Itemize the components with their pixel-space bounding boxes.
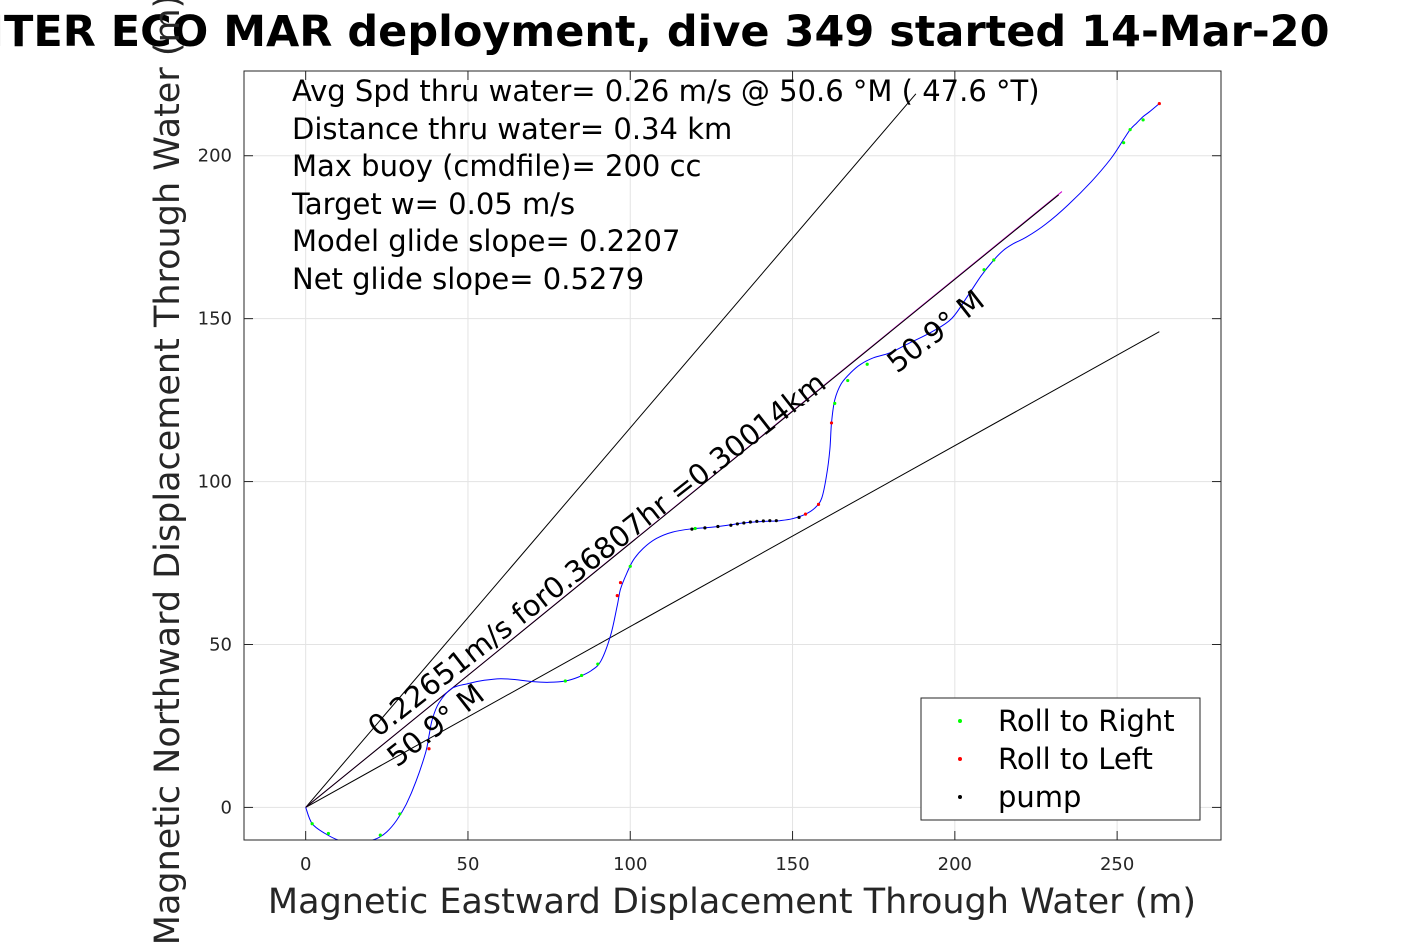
pump-marker <box>729 523 733 527</box>
roll-right-marker <box>1141 118 1145 122</box>
roll-right-marker <box>378 833 382 837</box>
pump-marker <box>774 519 778 523</box>
x-tick-label: 150 <box>775 854 809 875</box>
net-glide-slope-text: Net glide slope= 0.5279 <box>292 262 644 296</box>
x-axis-label: Magnetic Eastward Displacement Through W… <box>268 882 1196 922</box>
pump-marker <box>748 520 752 524</box>
stats-annotations: Avg Spd thru water= 0.26 m/s @ 50.6 °M (… <box>291 74 1040 296</box>
roll-right-marker <box>833 401 837 405</box>
chart-title: ITER ECO MAR deployment, dive 349 starte… <box>0 7 1330 57</box>
pump-marker <box>735 522 739 526</box>
y-tick-label: 50 <box>209 634 232 655</box>
data-lines <box>305 93 1160 840</box>
legend-marker-roll-right <box>958 719 962 723</box>
legend-label-roll-right: Roll to Right <box>998 704 1175 738</box>
target-w-text: Target w= 0.05 m/s <box>291 187 575 221</box>
pump-marker <box>742 521 746 525</box>
roll-right-marker <box>343 840 346 843</box>
roll-left-marker <box>615 594 619 598</box>
roll-left-marker <box>829 421 834 425</box>
distance-text: Distance thru water= 0.34 km <box>292 112 732 146</box>
legend-label-roll-left: Roll to Left <box>998 742 1153 776</box>
reference-line-shallow-bound <box>305 331 1160 808</box>
data-markers <box>310 101 1161 843</box>
legend-marker-roll-left <box>958 757 962 761</box>
y-tick-label: 100 <box>198 472 232 493</box>
pump-marker <box>761 519 765 523</box>
roll-right-marker <box>1122 141 1126 145</box>
model-glide-slope-text: Model glide slope= 0.2207 <box>292 224 680 258</box>
roll-right-marker <box>846 378 850 383</box>
roll-right-marker <box>693 526 697 531</box>
track-series-line <box>305 103 1160 840</box>
y-axis-label: Magnetic Northward Displacement Through … <box>148 0 188 945</box>
roll-right-marker <box>992 258 996 262</box>
y-tick-label: 0 <box>221 797 232 818</box>
axes-box <box>243 70 1222 841</box>
pump-marker <box>716 524 720 529</box>
x-tick-label: 250 <box>1100 854 1134 875</box>
roll-right-marker <box>1128 128 1132 132</box>
avg-speed-text: Avg Spd thru water= 0.26 m/s @ 50.6 °M (… <box>292 74 1040 108</box>
grid <box>244 71 1221 840</box>
roll-right-marker <box>982 268 986 272</box>
roll-left-marker <box>427 747 431 751</box>
roll-right-marker <box>359 840 362 843</box>
pump-marker <box>768 519 772 523</box>
roll-right-marker <box>326 831 330 836</box>
roll-right-marker <box>310 822 314 826</box>
roll-right-marker <box>563 679 567 683</box>
roll-left-marker <box>816 502 821 506</box>
roll-right-marker <box>398 812 402 816</box>
x-tick-label: 100 <box>613 854 647 875</box>
max-buoy-text: Max buoy (cmdfile)= 200 cc <box>292 149 701 183</box>
roll-left-marker <box>618 580 623 585</box>
x-tick-label: 200 <box>938 854 972 875</box>
roll-right-marker <box>628 564 632 568</box>
y-tick-label: 150 <box>198 309 232 330</box>
reference-line-steep-bound <box>305 93 917 808</box>
roll-right-marker <box>865 362 869 366</box>
legend-box <box>920 697 1201 821</box>
pump-marker <box>690 527 694 531</box>
y-tick-label: 200 <box>198 146 232 167</box>
roll-left-marker <box>1157 101 1161 106</box>
x-tick-label: 50 <box>457 854 480 875</box>
legend-label-pump: pump <box>998 780 1081 814</box>
pump-marker <box>797 515 801 520</box>
roll-right-marker <box>579 673 584 678</box>
legend: Roll to Right Roll to Left pump <box>920 697 1201 821</box>
reference-line-mid-track <box>305 194 1060 808</box>
pump-marker <box>703 526 707 530</box>
x-tick-label: 0 <box>300 854 311 875</box>
axis-ticks <box>244 71 1221 840</box>
tick-labels: 0 50 100 150 200 250 0 50 100 150 200 <box>198 146 1135 875</box>
legend-marker-pump <box>958 795 962 799</box>
roll-right-marker <box>596 662 600 666</box>
roll-left-marker <box>803 512 808 516</box>
pump-marker <box>755 519 759 523</box>
